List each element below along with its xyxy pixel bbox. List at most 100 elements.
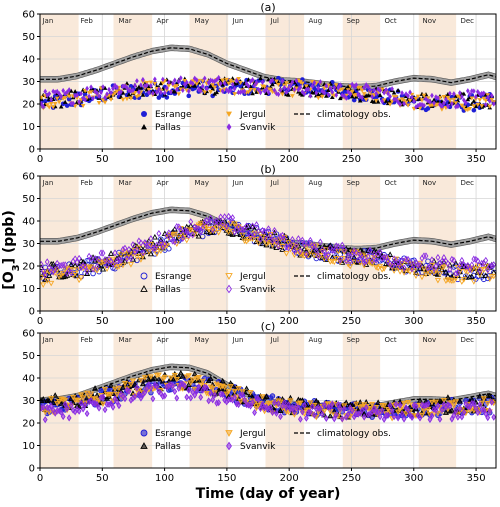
data-point: [171, 225, 178, 232]
legend-label: Jergul: [239, 272, 266, 282]
data-point: [83, 96, 87, 103]
data-point: [94, 401, 100, 409]
data-point: [235, 386, 242, 392]
data-point: [426, 270, 434, 277]
data-point: [185, 381, 192, 387]
data-point: [264, 90, 269, 95]
data-point: [230, 214, 235, 222]
data-point: [128, 96, 134, 101]
data-point: [472, 266, 479, 272]
data-point: [313, 246, 319, 255]
data-point: [422, 102, 426, 109]
data-point: [471, 98, 477, 103]
data-point: [250, 398, 255, 406]
data-point: [139, 380, 146, 387]
data-point: [387, 402, 393, 410]
data-point: [72, 89, 78, 94]
data-point: [375, 408, 381, 416]
data-point: [182, 382, 188, 390]
data-point: [418, 412, 426, 419]
y-axis-label: [O3] (ppb): [1, 210, 22, 289]
data-point: [188, 394, 194, 402]
panel-label: (b): [260, 163, 276, 176]
month-label: Oct: [384, 179, 396, 187]
data-point: [483, 410, 489, 418]
data-point: [206, 397, 212, 405]
data-point: [477, 267, 483, 275]
data-point: [267, 400, 274, 406]
data-point: [46, 272, 53, 278]
legend: Esrange Jergul climatology obs. Pallas Svanv…: [140, 429, 391, 452]
data-point: [301, 401, 307, 409]
data-point: [236, 89, 241, 96]
data-point: [470, 265, 477, 272]
data-point: [147, 89, 151, 96]
legend-marker: [225, 430, 233, 437]
data-point: [475, 102, 481, 108]
data-point: [400, 400, 408, 407]
month-label: Jan: [41, 179, 53, 187]
data-point: [381, 403, 388, 409]
data-point: [186, 84, 192, 89]
data-point: [404, 267, 412, 274]
data-point: [288, 82, 293, 89]
y-tick-label: 0: [29, 464, 35, 475]
data-point: [441, 254, 447, 262]
data-point: [413, 97, 419, 102]
data-point: [197, 220, 204, 227]
data-point: [327, 242, 334, 248]
data-point: [131, 87, 135, 94]
data-point: [186, 88, 191, 95]
month-label: Apr: [156, 336, 168, 344]
x-tick-label: 350: [467, 154, 486, 165]
data-point: [187, 227, 194, 233]
data-point: [335, 247, 342, 253]
data-point: [119, 262, 127, 269]
data-point: [371, 99, 377, 104]
month-label: Aug: [308, 179, 322, 187]
data-point: [78, 399, 84, 407]
data-point: [68, 401, 74, 409]
data-point: [311, 252, 318, 259]
data-point: [260, 79, 265, 85]
data-point: [242, 396, 247, 404]
data-point: [405, 406, 411, 414]
data-point: [471, 400, 477, 408]
data-point: [406, 269, 414, 275]
data-point: [106, 255, 112, 263]
data-point: [438, 101, 442, 108]
month-label: Jan: [41, 17, 53, 25]
data-point: [59, 93, 64, 100]
data-point: [232, 86, 237, 92]
data-point: [236, 400, 241, 409]
data-point: [336, 85, 341, 91]
data-point: [462, 97, 466, 103]
data-point: [78, 275, 85, 281]
data-point: [130, 241, 136, 249]
data-point: [296, 86, 301, 93]
legend-label: Jergul: [239, 429, 266, 439]
data-point: [76, 407, 82, 415]
data-point: [458, 90, 462, 96]
data-point: [431, 97, 437, 102]
data-point: [287, 398, 294, 404]
x-tick-label: 200: [280, 316, 299, 327]
data-point: [352, 84, 357, 90]
data-point: [483, 256, 489, 264]
data-point: [80, 395, 87, 401]
data-point: [216, 399, 222, 407]
data-point: [258, 89, 263, 96]
data-point: [66, 94, 72, 99]
data-point: [280, 402, 285, 410]
data-point: [372, 87, 376, 93]
data-point: [367, 406, 374, 412]
data-point: [406, 93, 410, 99]
data-point: [473, 94, 478, 100]
data-point: [471, 88, 476, 94]
data-point: [485, 94, 490, 101]
data-point: [192, 83, 198, 88]
data-point: [450, 100, 454, 107]
x-tick-label: 250: [342, 473, 361, 484]
data-point: [156, 95, 162, 100]
data-point: [96, 100, 102, 106]
